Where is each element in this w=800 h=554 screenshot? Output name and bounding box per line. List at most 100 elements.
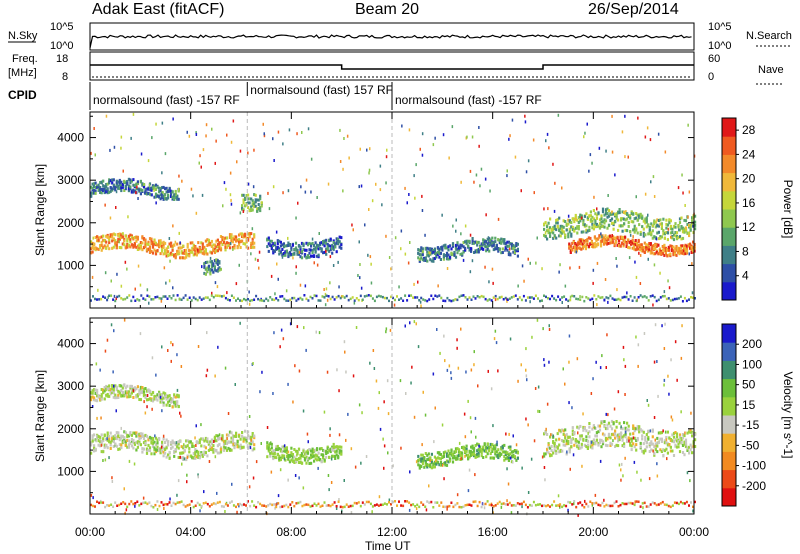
power-ground-cell (237, 297, 239, 300)
velocity-ground-cell (585, 502, 588, 506)
power-ground-cell (653, 295, 656, 299)
power-data-cell (595, 243, 598, 247)
power-data-cell (674, 222, 677, 226)
velocity-data-cell (609, 441, 612, 445)
power-noise-cell (460, 232, 462, 236)
power-data-cell (340, 243, 343, 247)
power-data-cell (679, 244, 683, 248)
velocity-noise-cell (360, 461, 362, 465)
power-data-cell (308, 255, 311, 259)
power-data-cell (634, 241, 637, 245)
power-ground-cell (500, 295, 503, 299)
velocity-data-cell (507, 453, 510, 457)
power-noise-cell (650, 180, 652, 184)
power-noise-cell (192, 194, 194, 198)
power-data-cell (210, 265, 213, 268)
velocity-noise-cell (606, 333, 608, 337)
velocity-data-cell (465, 447, 468, 451)
velocity-data-cell (582, 428, 585, 432)
velocity-noise-cell (612, 439, 614, 443)
power-ground-cell (146, 294, 149, 297)
power-data-cell (167, 250, 170, 254)
power-data-cell (218, 260, 221, 264)
velocity-data-cell (281, 454, 284, 458)
power-data-cell (141, 241, 144, 245)
power-data-cell (203, 252, 206, 256)
velocity-noise-cell (663, 347, 666, 350)
power-noise-cell (488, 280, 490, 284)
power-noise-cell (168, 279, 171, 283)
velocity-data-cell (108, 440, 111, 444)
velocity-ground-cell (528, 503, 531, 507)
power-ground-cell (414, 296, 417, 299)
velocity-noise-cell (335, 507, 338, 510)
power-noise-cell (524, 120, 527, 124)
velocity-ground-cell (420, 501, 423, 504)
velocity-data-cell (448, 457, 452, 461)
power-data-cell (305, 248, 308, 252)
velocity-ground-cell (339, 505, 342, 509)
power-data-cell (194, 246, 197, 249)
power-data-cell (450, 251, 453, 255)
velocity-ground-cell (627, 501, 630, 505)
power-data-cell (633, 217, 636, 221)
velocity-noise-cell (344, 350, 346, 354)
velocity-data-cell (485, 445, 488, 449)
power-data-cell (326, 245, 329, 249)
power-data-cell (120, 180, 123, 184)
velocity-noise-cell (543, 363, 546, 367)
power-data-cell (586, 217, 589, 221)
velocity-data-cell (556, 432, 559, 436)
power-data-cell (678, 252, 681, 256)
power-data-cell (326, 243, 329, 246)
velocity-data-cell (118, 390, 121, 394)
velocity-ground-cell (579, 501, 582, 504)
power-data-cell (674, 225, 677, 229)
power-data-cell (574, 242, 577, 245)
power-data-cell (598, 226, 602, 230)
power-data-cell (577, 221, 580, 224)
power-data-cell (238, 243, 241, 247)
velocity-noise-cell (139, 332, 142, 336)
power-data-cell (266, 238, 269, 242)
power-data-cell (656, 223, 659, 227)
power-data-cell (259, 197, 262, 201)
power-ground-cell (418, 299, 421, 302)
power-ground-cell (690, 296, 692, 299)
velocity-data-cell (601, 440, 605, 444)
power-data-cell (118, 237, 121, 241)
power-data-cell (516, 254, 519, 258)
power-data-cell (482, 247, 485, 251)
velocity-data-cell (461, 457, 464, 461)
velocity-data-cell (97, 443, 100, 447)
power-ground-cell (502, 298, 505, 301)
power-data-cell (447, 245, 450, 249)
velocity-data-cell (615, 443, 618, 447)
power-ground-cell (174, 298, 177, 302)
velocity-noise-cell (306, 432, 309, 436)
velocity-noise-cell (338, 389, 340, 393)
velocity-data-cell (340, 445, 343, 449)
power-data-cell (683, 230, 686, 234)
velocity-ground-cell (198, 503, 201, 507)
power-ground-cell (126, 296, 129, 299)
velocity-ground-cell (392, 500, 394, 504)
velocity-data-cell (630, 444, 633, 448)
velocity-noise-cell (508, 432, 510, 436)
power-data-cell (139, 246, 142, 249)
power-data-cell (105, 240, 108, 244)
velocity-data-cell (322, 456, 325, 460)
power-data-cell (154, 183, 158, 187)
power-data-cell (648, 246, 651, 250)
power-data-cell (311, 241, 314, 245)
power-data-cell (459, 243, 462, 247)
velocity-ground-cell (90, 503, 92, 507)
velocity-data-cell (112, 395, 115, 399)
velocity-data-cell (161, 395, 164, 398)
power-noise-cell (601, 235, 603, 239)
power-noise-cell (230, 140, 233, 144)
power-ground-cell (118, 294, 121, 298)
power-data-cell (623, 222, 626, 226)
power-noise-cell (285, 289, 288, 293)
power-data-cell (219, 240, 223, 244)
